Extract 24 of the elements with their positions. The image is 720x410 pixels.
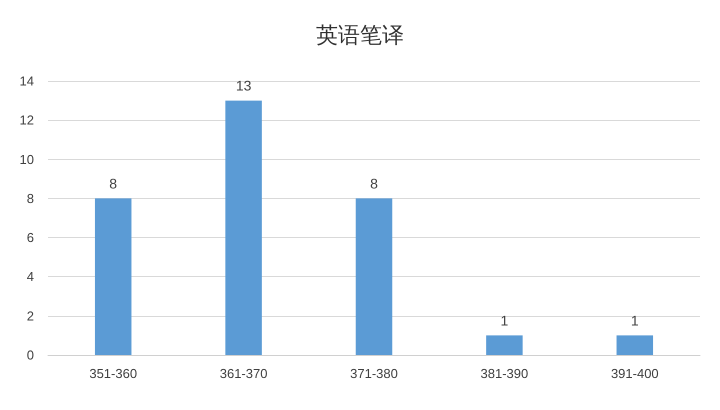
y-tick-label: 6: [26, 230, 34, 246]
x-tick-label: 371-380: [350, 366, 398, 381]
data-label: 13: [236, 78, 252, 94]
chart-title: 英语笔译: [316, 24, 404, 48]
bar: [356, 198, 392, 355]
y-tick-label: 14: [20, 74, 34, 88]
data-label: 8: [109, 175, 118, 192]
y-tick-label: 12: [20, 112, 34, 128]
y-tick-label: 4: [26, 269, 34, 284]
y-tick-label: 0: [26, 348, 34, 362]
x-tick-label: 361-370: [220, 366, 268, 381]
data-label: 1: [500, 312, 508, 328]
y-tick-label: 8: [26, 190, 34, 206]
x-tick-label: 391-400: [610, 366, 659, 381]
bar: [616, 335, 654, 355]
bar: [225, 100, 262, 355]
data-label: 1: [630, 312, 639, 328]
bar: [94, 198, 132, 355]
y-tick-label: 2: [26, 308, 34, 324]
x-tick-label: 351-360: [89, 366, 138, 381]
data-label: 8: [370, 175, 378, 192]
bar: [486, 335, 523, 355]
x-tick-label: 381-390: [480, 366, 528, 381]
y-tick-label: 10: [20, 152, 34, 167]
